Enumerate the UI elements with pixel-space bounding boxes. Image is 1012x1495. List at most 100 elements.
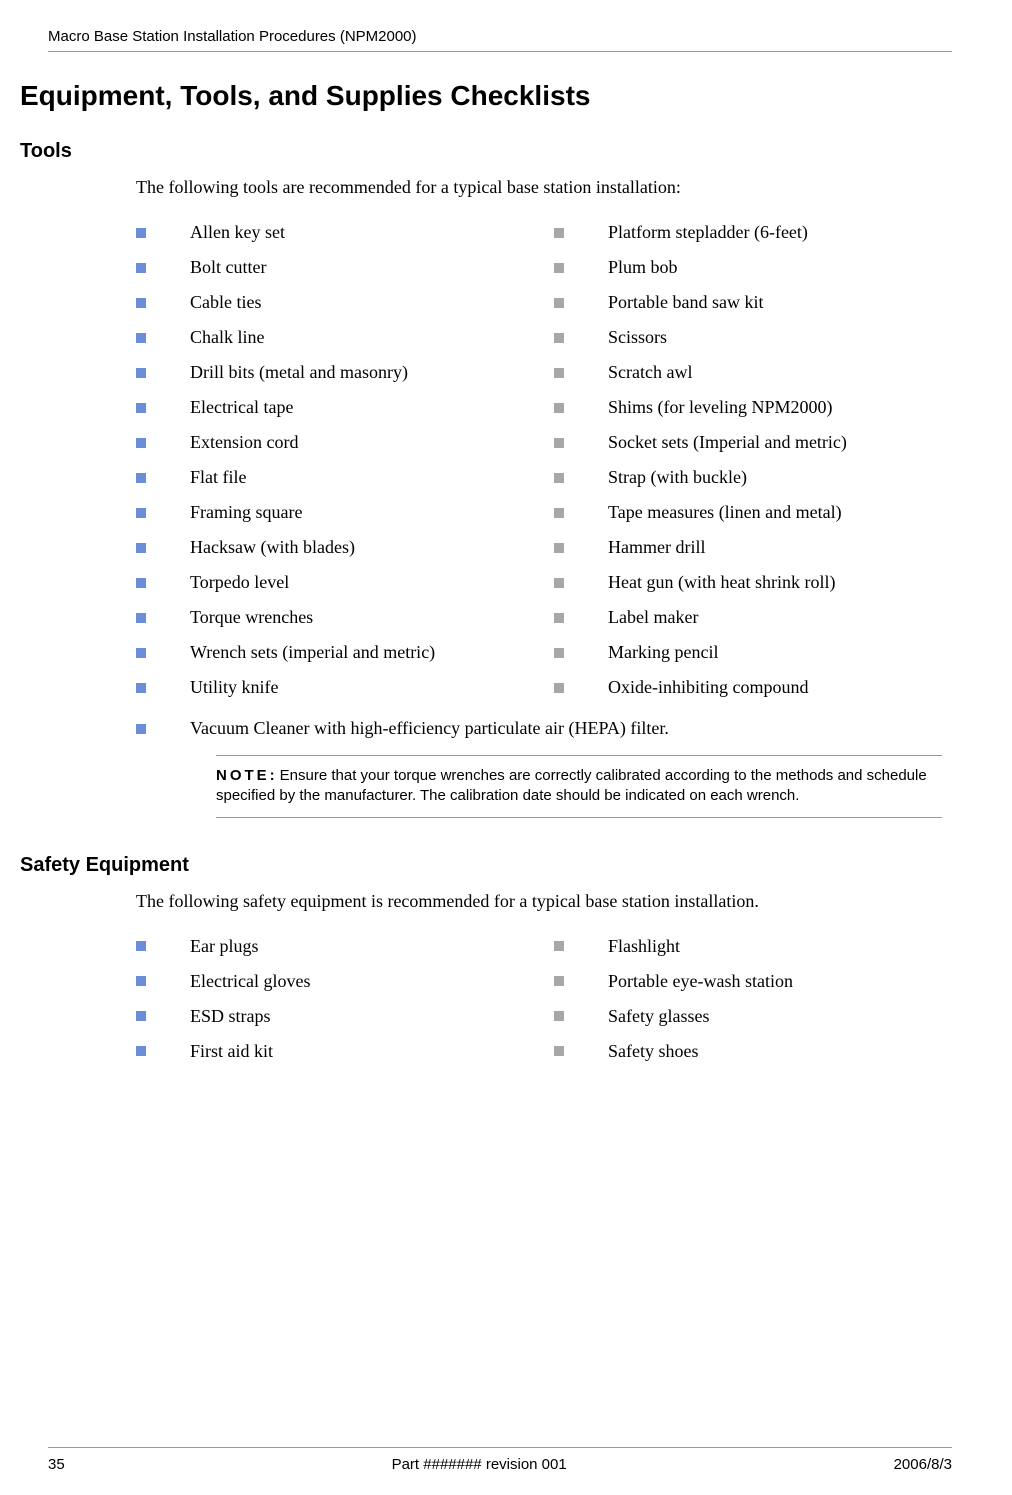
square-bullet-icon [554, 976, 564, 986]
square-bullet-icon [136, 438, 146, 448]
list-item: Framing square [136, 502, 534, 523]
list-item: Electrical gloves [136, 971, 534, 992]
item-label: Shims (for leveling NPM2000) [608, 397, 833, 418]
list-item: Cable ties [136, 292, 534, 313]
square-bullet-icon [136, 683, 146, 693]
list-item: Chalk line [136, 327, 534, 348]
item-label: Oxide-inhibiting compound [608, 677, 808, 698]
square-bullet-icon [136, 228, 146, 238]
item-label: Chalk line [190, 327, 265, 348]
list-item: Allen key set [136, 222, 534, 243]
list-item: ESD straps [136, 1006, 534, 1027]
page-title: Equipment, Tools, and Supplies Checklist… [20, 80, 952, 112]
item-label: Label maker [608, 607, 698, 628]
square-bullet-icon [136, 941, 146, 951]
tools-full-width-item: Vacuum Cleaner with high-efficiency part… [136, 718, 952, 739]
square-bullet-icon [554, 648, 564, 658]
tools-right-column: Platform stepladder (6-feet) Plum bob Po… [554, 222, 952, 712]
square-bullet-icon [136, 263, 146, 273]
list-item: Marking pencil [554, 642, 952, 663]
list-item: Ear plugs [136, 936, 534, 957]
square-bullet-icon [554, 263, 564, 273]
square-bullet-icon [136, 368, 146, 378]
item-label: First aid kit [190, 1041, 273, 1062]
list-item: Socket sets (Imperial and metric) [554, 432, 952, 453]
list-item: Hammer drill [554, 537, 952, 558]
list-item: First aid kit [136, 1041, 534, 1062]
square-bullet-icon [136, 613, 146, 623]
item-label: Portable band saw kit [608, 292, 763, 313]
safety-list: Ear plugs Electrical gloves ESD straps F… [136, 936, 952, 1076]
list-item: Platform stepladder (6-feet) [554, 222, 952, 243]
list-item: Oxide-inhibiting compound [554, 677, 952, 698]
list-item: Label maker [554, 607, 952, 628]
list-item: Drill bits (metal and masonry) [136, 362, 534, 383]
item-label: Plum bob [608, 257, 678, 278]
square-bullet-icon [554, 508, 564, 518]
list-item: Vacuum Cleaner with high-efficiency part… [136, 718, 952, 739]
square-bullet-icon [136, 578, 146, 588]
item-label: Scissors [608, 327, 667, 348]
list-item: Portable eye-wash station [554, 971, 952, 992]
footer-date: 2006/8/3 [894, 1456, 952, 1473]
item-label: Ear plugs [190, 936, 258, 957]
running-header: Macro Base Station Installation Procedur… [48, 28, 952, 52]
square-bullet-icon [554, 941, 564, 951]
item-label: Heat gun (with heat shrink roll) [608, 572, 835, 593]
item-label: ESD straps [190, 1006, 271, 1027]
list-item: Strap (with buckle) [554, 467, 952, 488]
item-label: Strap (with buckle) [608, 467, 747, 488]
square-bullet-icon [554, 683, 564, 693]
safety-heading: Safety Equipment [20, 854, 952, 877]
square-bullet-icon [136, 298, 146, 308]
list-item: Extension cord [136, 432, 534, 453]
square-bullet-icon [136, 1046, 146, 1056]
item-label: Flat file [190, 467, 247, 488]
footer-page-number: 35 [48, 1456, 65, 1473]
square-bullet-icon [136, 976, 146, 986]
item-label: Flashlight [608, 936, 680, 957]
safety-left-column: Ear plugs Electrical gloves ESD straps F… [136, 936, 534, 1076]
item-label: Marking pencil [608, 642, 718, 663]
square-bullet-icon [554, 1011, 564, 1021]
square-bullet-icon [136, 473, 146, 483]
square-bullet-icon [136, 648, 146, 658]
list-item: Electrical tape [136, 397, 534, 418]
square-bullet-icon [554, 473, 564, 483]
square-bullet-icon [136, 543, 146, 553]
item-label: Electrical gloves [190, 971, 310, 992]
list-item: Portable band saw kit [554, 292, 952, 313]
item-label: Scratch awl [608, 362, 692, 383]
item-label: Allen key set [190, 222, 285, 243]
list-item: Torque wrenches [136, 607, 534, 628]
item-label: Torque wrenches [190, 607, 313, 628]
item-label: Socket sets (Imperial and metric) [608, 432, 847, 453]
list-item: Tape measures (linen and metal) [554, 502, 952, 523]
list-item: Plum bob [554, 257, 952, 278]
item-label: Safety shoes [608, 1041, 698, 1062]
item-label: Tape measures (linen and metal) [608, 502, 842, 523]
note-block: NOTE:Ensure that your torque wrenches ar… [216, 755, 942, 818]
list-item: Flashlight [554, 936, 952, 957]
square-bullet-icon [554, 578, 564, 588]
list-item: Scissors [554, 327, 952, 348]
square-bullet-icon [554, 368, 564, 378]
page-footer: 35 Part ####### revision 001 2006/8/3 [48, 1447, 952, 1473]
item-label: Vacuum Cleaner with high-efficiency part… [190, 718, 669, 739]
item-label: Electrical tape [190, 397, 293, 418]
square-bullet-icon [136, 724, 146, 734]
item-label: Wrench sets (imperial and metric) [190, 642, 435, 663]
footer-part-number: Part ####### revision 001 [392, 1456, 567, 1473]
square-bullet-icon [554, 403, 564, 413]
item-label: Safety glasses [608, 1006, 709, 1027]
list-item: Utility knife [136, 677, 534, 698]
list-item: Safety shoes [554, 1041, 952, 1062]
list-item: Heat gun (with heat shrink roll) [554, 572, 952, 593]
square-bullet-icon [554, 228, 564, 238]
list-item: Wrench sets (imperial and metric) [136, 642, 534, 663]
item-label: Cable ties [190, 292, 261, 313]
list-item: Scratch awl [554, 362, 952, 383]
tools-heading: Tools [20, 140, 952, 163]
list-item: Bolt cutter [136, 257, 534, 278]
square-bullet-icon [136, 1011, 146, 1021]
